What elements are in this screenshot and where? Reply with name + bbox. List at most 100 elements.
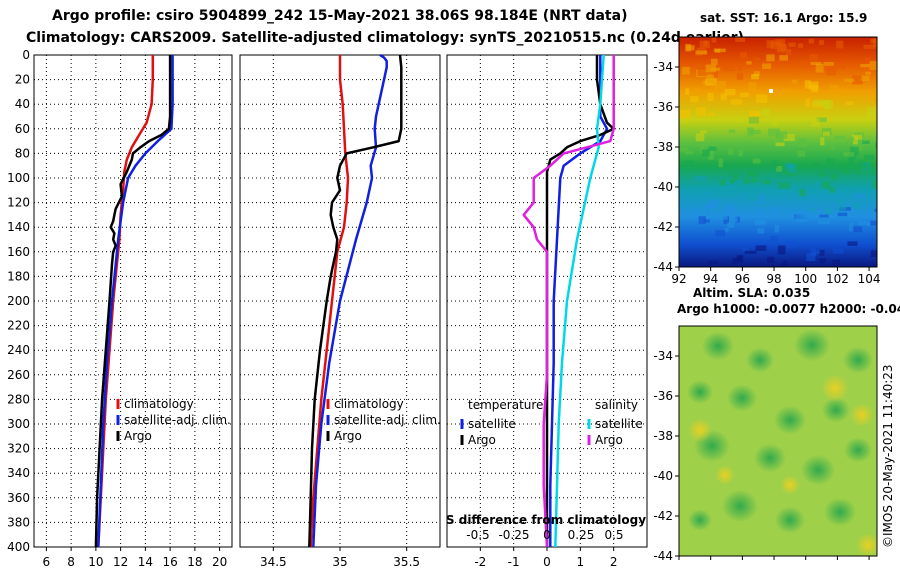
sst-pixel — [752, 197, 760, 201]
sst-pixel — [822, 99, 831, 109]
x-tick-label: 6 — [43, 555, 51, 569]
sst-pixel — [768, 206, 780, 215]
depth-tick-label: 240 — [7, 343, 30, 357]
legend-label: climatology — [124, 397, 194, 411]
sst-pixel — [870, 38, 877, 44]
legend-label: satellite — [468, 417, 516, 431]
sst-pixel — [853, 203, 861, 209]
sst-pixel — [834, 135, 845, 140]
sst-pixel — [735, 37, 745, 42]
sst-pixel — [782, 260, 788, 265]
plot-frame — [33, 54, 233, 548]
profile-plots: 6 8 10 12 14 16 18 2002040608010012014016018020… — [7, 48, 648, 569]
depth-tick-label: 400 — [7, 540, 30, 554]
sst-pixel — [762, 108, 771, 117]
secondary-x-tick-label: 0.5 — [604, 528, 623, 542]
legend-label: Argo — [468, 433, 496, 447]
sst-pixel — [683, 160, 694, 165]
sst-pixel — [805, 208, 815, 212]
sst-pixel — [756, 209, 765, 216]
sst-pixel — [870, 250, 877, 257]
sla-positive-eddy — [715, 465, 735, 485]
x-tick-label: -2 — [474, 555, 486, 569]
sst-pixel — [716, 186, 722, 194]
sst-pixel — [699, 130, 707, 134]
sst-pixel — [766, 40, 774, 48]
x-tick-label: 10 — [88, 555, 103, 569]
map-y-tick-label: -38 — [653, 140, 673, 154]
sst-pixel — [749, 90, 760, 94]
sst-pixel — [815, 63, 824, 73]
sst-pixel — [698, 216, 706, 225]
sla-negative-eddy — [702, 331, 734, 361]
header-title: Argo profile: csiro 5904899_242 15-May-2… — [52, 8, 627, 24]
sst-pixel — [846, 101, 853, 106]
sst-pixel — [831, 173, 838, 180]
sst-pixel — [823, 131, 830, 136]
depth-tick-label: 220 — [7, 319, 30, 333]
sst-pixel — [751, 74, 760, 80]
sst-pixel — [714, 81, 726, 90]
sst-pixel — [808, 38, 815, 44]
sst-pixel — [754, 219, 767, 224]
sst-pixel — [795, 189, 800, 192]
sst-pixel — [691, 207, 700, 216]
sst-pixel — [715, 49, 721, 53]
sst-pixel — [705, 203, 718, 209]
x-tick-label: 18 — [187, 555, 202, 569]
sst-pixel — [812, 162, 819, 168]
sst-pixel — [875, 135, 877, 144]
sst-pixel — [724, 181, 737, 187]
sst-pixel — [819, 172, 826, 177]
sst-pixel — [795, 116, 801, 123]
x-tick-label: 1 — [577, 555, 585, 569]
sst-pixel — [844, 78, 855, 83]
sst-pixel — [850, 136, 855, 141]
sst-pixel — [797, 150, 805, 157]
sst-map-frame — [678, 36, 878, 268]
sst-pixel — [690, 96, 699, 103]
sst-pixel — [744, 250, 757, 254]
depth-tick-label: 180 — [7, 269, 30, 283]
sst-pixel — [865, 71, 871, 75]
map-y-tick-label: -42 — [653, 509, 673, 523]
sst-pixel — [836, 40, 844, 49]
legend-label: Argo — [595, 433, 623, 447]
sst-pixel — [736, 255, 742, 261]
series-line-satellite-adj-clim- — [312, 53, 388, 548]
legend-heading-salinity: salinity — [595, 398, 638, 412]
sst-pixel — [696, 107, 706, 116]
sst-pixel — [875, 141, 877, 148]
sst-pixel — [791, 79, 798, 84]
sst-pixel — [708, 146, 717, 151]
legend-label: satellite — [595, 417, 643, 431]
sla-negative-eddy — [822, 397, 850, 423]
sst-pixel — [746, 197, 758, 201]
sla-map-eddies — [687, 328, 877, 556]
sst-pixel — [706, 209, 711, 215]
sst-pixel — [786, 164, 797, 174]
sst-pixel — [695, 133, 705, 142]
sla-negative-eddy — [824, 497, 856, 527]
footer-credit: ©IMOS 20-May-2021 11:40:23 — [881, 364, 895, 548]
depth-tick-label: 380 — [7, 515, 30, 529]
sst-pixel — [719, 179, 726, 186]
sst-pixel — [783, 134, 795, 141]
depth-tick-label: 340 — [7, 466, 30, 480]
sst-pixel — [757, 228, 765, 234]
sst-pixel — [767, 256, 775, 264]
sst-pixel — [866, 221, 871, 226]
sla-negative-eddy — [801, 454, 835, 486]
sst-pixel — [810, 62, 822, 65]
panel-salinity-profile: 34.5 35 35.5 climatology satellite-adj. clim… — [239, 53, 441, 569]
sst-pixel — [843, 152, 855, 157]
sst-pixel — [847, 241, 858, 246]
legend-label: climatology — [334, 397, 404, 411]
map-y-tick-label: -44 — [653, 549, 673, 563]
sst-pixel — [797, 138, 807, 147]
sst-pixel — [701, 149, 710, 157]
map-x-tick-label: 92 — [671, 272, 686, 286]
sst-pixel — [849, 222, 854, 232]
sst-pixel — [832, 259, 841, 267]
sst-pixel — [684, 151, 694, 155]
